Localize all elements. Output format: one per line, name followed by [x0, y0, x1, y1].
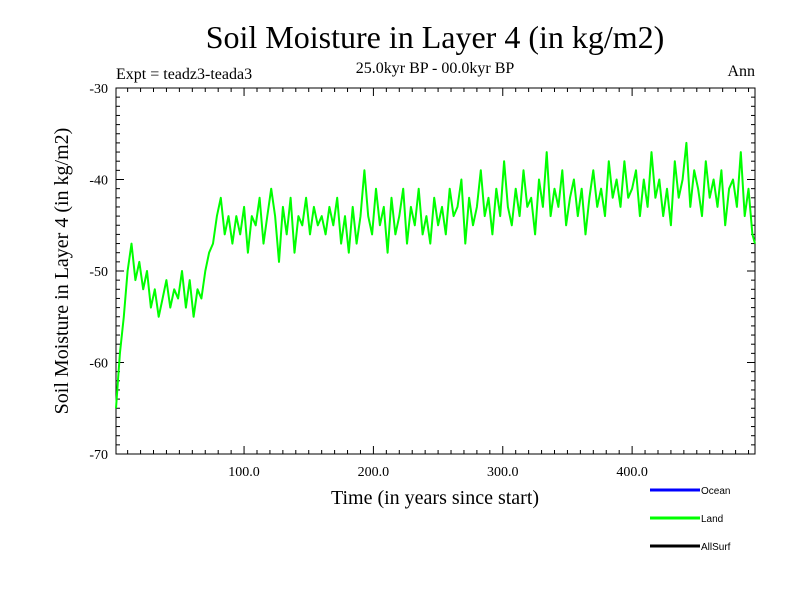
- x-axis-ticks: 100.0 200.0 300.0 400.0: [127, 88, 750, 480]
- y-tick-label: -60: [89, 357, 108, 372]
- x-tick-label: 400.0: [616, 465, 648, 480]
- legend-label-land: Land: [701, 514, 723, 525]
- x-tick-label: 100.0: [228, 465, 260, 480]
- legend-label-ocean: Ocean: [701, 486, 730, 497]
- y-tick-label: -70: [89, 448, 108, 463]
- experiment-label: Expt = teadz3-teada3: [116, 66, 252, 83]
- x-axis-label: Time (in years since start): [331, 487, 539, 509]
- y-tick-label: -30: [89, 82, 108, 97]
- y-tick-label: -50: [89, 265, 108, 280]
- legend: Ocean Land AllSurf: [650, 486, 731, 553]
- series-line-land: [115, 141, 756, 409]
- chart-title: Soil Moisture in Layer 4 (in kg/m2): [206, 19, 665, 55]
- x-tick-label: 200.0: [358, 465, 390, 480]
- legend-label-allsurf: AllSurf: [701, 542, 731, 553]
- y-tick-label: -40: [89, 174, 108, 189]
- chart-subtitle: 25.0kyr BP - 00.0kyr BP: [356, 60, 515, 77]
- x-tick-label: 300.0: [487, 465, 519, 480]
- series-layer: [115, 141, 756, 409]
- y-axis-ticks: -70 -60 -50 -40 -30: [89, 82, 755, 463]
- y-axis-label: Soil Moisture in Layer 4 (in kg/m2): [51, 128, 73, 415]
- season-label: Ann: [727, 63, 755, 80]
